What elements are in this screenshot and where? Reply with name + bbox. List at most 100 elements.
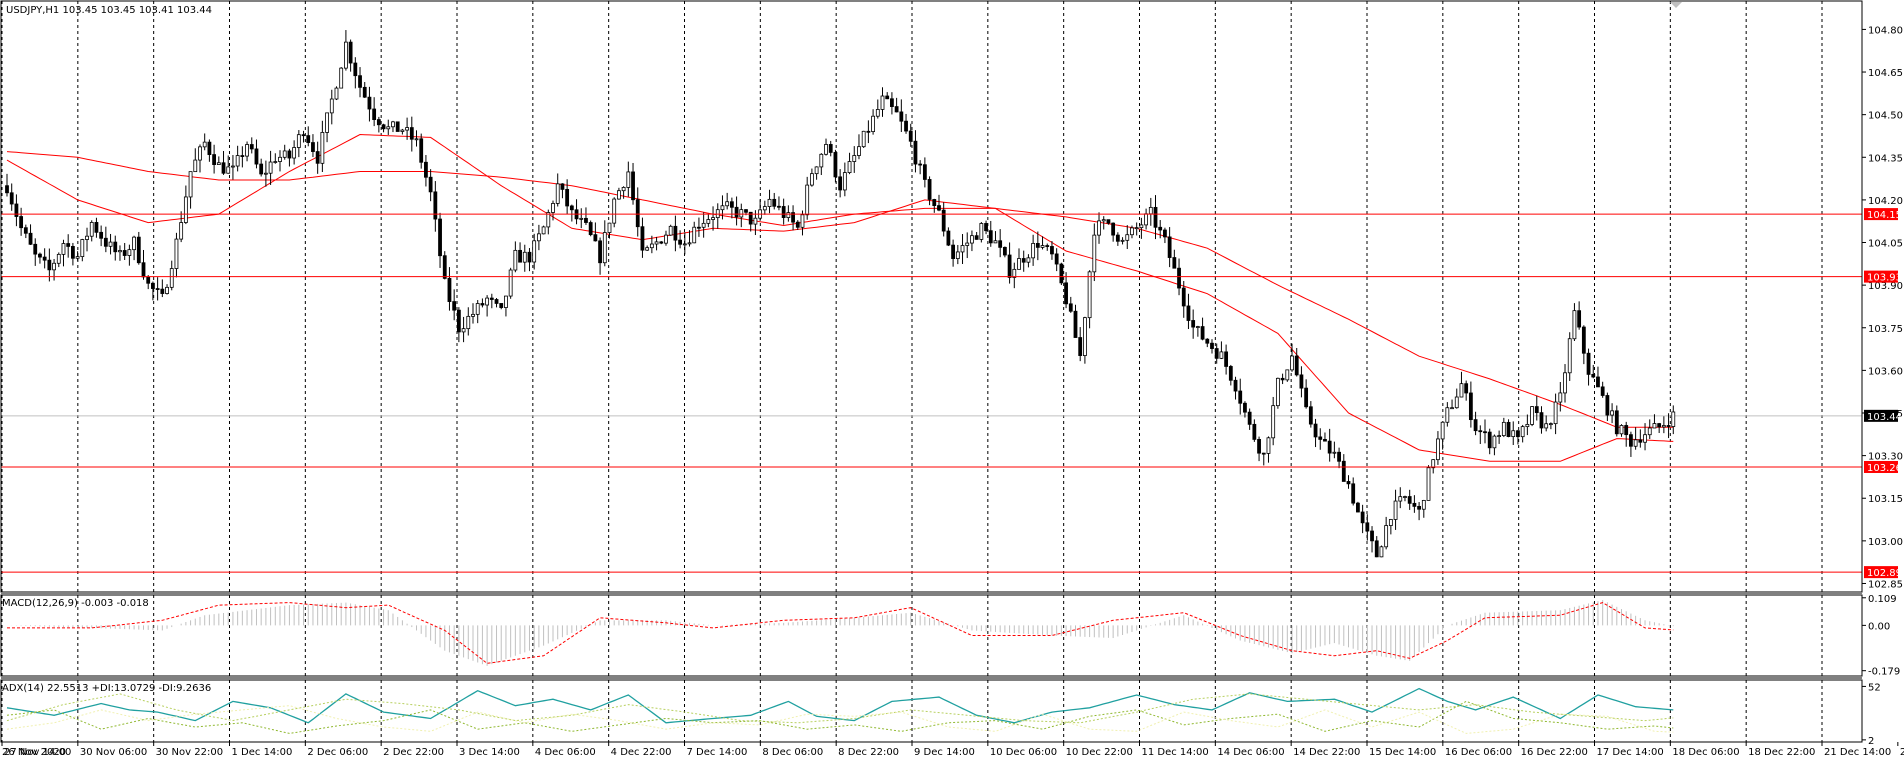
candle-body — [857, 146, 861, 156]
time-label: 30 Nov 06:00 — [80, 747, 147, 758]
candle-body — [1548, 423, 1553, 426]
candle-body — [1501, 421, 1506, 437]
candle — [391, 120, 395, 133]
candle-body — [795, 221, 800, 228]
candle-body — [1308, 406, 1313, 425]
candle — [1511, 421, 1516, 446]
candle-body — [701, 222, 706, 228]
price-tick-label: 102.85 — [1868, 579, 1903, 590]
candle — [527, 248, 532, 272]
candle — [1610, 403, 1614, 424]
candle-body — [786, 212, 791, 218]
price-tick-label: 103.00 — [1868, 537, 1903, 548]
candle-body — [1596, 376, 1600, 388]
candle-body — [678, 239, 683, 245]
candle-body — [565, 188, 570, 207]
candle — [748, 211, 753, 232]
candle-body — [1101, 219, 1106, 222]
candle — [254, 139, 259, 169]
candle — [541, 225, 546, 235]
candle — [1619, 424, 1624, 437]
candle-body — [249, 144, 254, 150]
candle-body — [165, 286, 169, 294]
candle — [1487, 428, 1492, 455]
candle — [489, 293, 494, 309]
candle — [1567, 332, 1572, 381]
candle-body — [579, 217, 584, 220]
time-label: 30 Nov 22:00 — [156, 747, 223, 758]
candle-body — [1393, 500, 1398, 520]
candle — [988, 220, 993, 247]
candle — [33, 238, 38, 266]
candle — [1346, 475, 1351, 489]
candle — [155, 277, 160, 301]
candlesticks — [5, 30, 1676, 558]
time-label: 14 Dec 22:00 — [1293, 747, 1360, 758]
candle-body — [532, 240, 537, 263]
level-label: 104.15 — [1867, 210, 1902, 221]
candle-body — [141, 262, 146, 278]
candle — [1247, 408, 1252, 430]
candle — [767, 189, 772, 214]
candle-body — [1304, 387, 1309, 408]
candle-body — [367, 96, 372, 110]
candle — [842, 162, 847, 197]
candle — [635, 187, 640, 237]
price-chart-title: USDJPY,H1 103.45 103.45 103.41 103.44 — [6, 5, 212, 16]
candle — [1539, 406, 1544, 434]
candle-body — [1610, 410, 1614, 416]
candle — [871, 109, 875, 135]
time-label: 26 Nov 2020 — [2, 747, 66, 758]
candle-body — [1271, 405, 1276, 439]
candle-body — [424, 161, 428, 178]
candle-body — [711, 217, 715, 220]
price-tick-label: 103.15 — [1868, 494, 1903, 505]
candle-body — [485, 297, 490, 306]
candle — [1407, 489, 1412, 510]
candle-body — [169, 268, 174, 288]
candle — [315, 141, 320, 174]
time-label: 3 Dec 14:00 — [459, 747, 520, 758]
candle-body — [1299, 374, 1304, 389]
candle-body — [1445, 407, 1450, 423]
candle-body — [1087, 271, 1092, 319]
candle — [1214, 343, 1219, 364]
candle-body — [838, 176, 843, 191]
candle — [612, 197, 617, 228]
candle — [169, 260, 174, 291]
candle — [1426, 465, 1431, 501]
candle — [1007, 242, 1012, 284]
candle — [857, 134, 861, 160]
candle — [1459, 371, 1464, 398]
candle-body — [1186, 305, 1191, 321]
candle-body — [296, 134, 301, 148]
candle-body — [1148, 206, 1153, 215]
candle-body — [1097, 220, 1101, 236]
candle — [725, 192, 730, 210]
candle — [1600, 381, 1605, 398]
candle — [1252, 419, 1257, 442]
candle-body — [631, 171, 635, 201]
candle-body — [1492, 435, 1497, 449]
candle — [1544, 415, 1549, 432]
candle-body — [179, 222, 184, 240]
candle — [1577, 301, 1582, 330]
candle-body — [1360, 511, 1365, 524]
candle — [800, 210, 805, 236]
candle — [306, 126, 311, 147]
candle — [631, 162, 635, 205]
candle — [668, 224, 673, 236]
candle — [922, 157, 927, 188]
adx-series-line-4 — [6, 705, 1674, 734]
candle — [1516, 429, 1520, 445]
candle — [1398, 487, 1403, 509]
candle-body — [1388, 519, 1393, 526]
candle — [518, 242, 522, 263]
candle-body — [207, 141, 212, 155]
candle-body — [640, 226, 645, 251]
candle — [1464, 380, 1469, 401]
candle — [165, 284, 169, 295]
candle-body — [1012, 268, 1017, 278]
candle — [193, 148, 198, 173]
